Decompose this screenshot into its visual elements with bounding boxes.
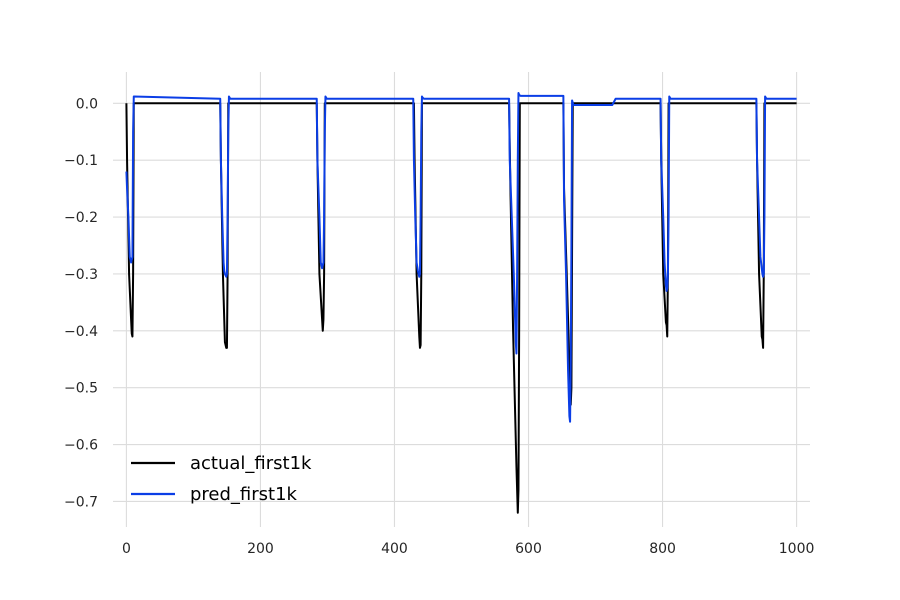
x-tick-label: 400: [381, 541, 408, 557]
y-axis-ticks: 0.0 −0.1 −0.2 −0.3 −0.4 −0.5 −0.6 −0.7: [64, 96, 98, 510]
y-tick-label: −0.5: [64, 381, 98, 397]
series-line-actual-first1k: [125, 102, 797, 514]
x-tick-label: 0: [122, 541, 131, 557]
y-tick-label: −0.7: [64, 494, 98, 510]
y-tick-label: −0.2: [64, 210, 98, 226]
y-tick-label: −0.4: [64, 324, 98, 340]
x-tick-label: 600: [515, 541, 542, 557]
y-tick-label: −0.1: [64, 153, 98, 169]
x-axis-ticks: 0 200 400 600 800 1000: [122, 541, 814, 557]
legend: actual_first1k pred_first1k: [131, 453, 312, 505]
y-tick-label: −0.6: [64, 438, 98, 454]
grid-lines: [113, 72, 810, 527]
x-tick-label: 200: [247, 541, 274, 557]
legend-label: actual_first1k: [190, 453, 312, 474]
series-lines: [125, 92, 797, 514]
y-tick-label: 0.0: [76, 96, 98, 112]
y-tick-label: −0.3: [64, 267, 98, 283]
x-tick-label: 800: [649, 541, 676, 557]
series-line-pred-first1k: [125, 92, 797, 423]
legend-label: pred_first1k: [190, 484, 298, 505]
x-tick-label: 1000: [779, 541, 815, 557]
